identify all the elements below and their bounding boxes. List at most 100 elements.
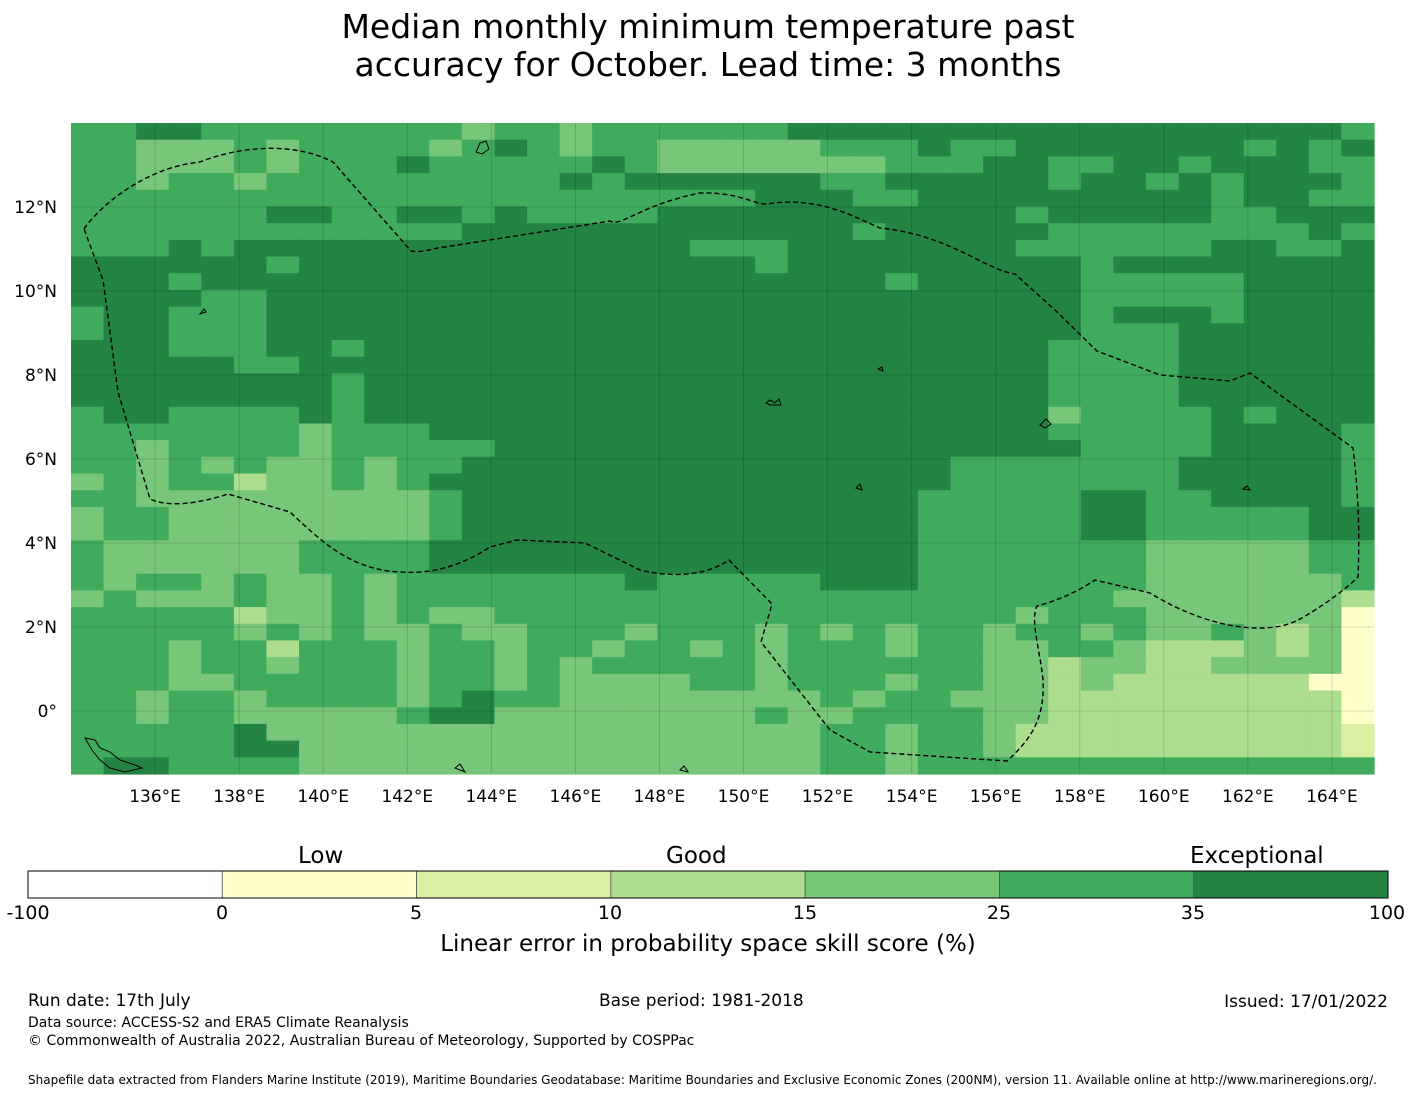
grid-cell [852, 557, 886, 575]
grid-cell [527, 640, 561, 658]
grid-cell [592, 573, 626, 591]
grid-cell [592, 456, 626, 475]
grid-cell [820, 390, 854, 408]
grid-cell [233, 189, 268, 208]
grid-cell [787, 156, 821, 174]
skill-score-grid [71, 123, 1375, 775]
grid-cell [1080, 256, 1115, 274]
grid-cell [1178, 573, 1212, 591]
grid-cell [1341, 573, 1375, 591]
grid-cell [429, 607, 463, 625]
grid-cell [559, 256, 593, 274]
grid-cell [983, 189, 1017, 208]
grid-cell [1015, 490, 1049, 508]
grid-cell [1178, 490, 1212, 508]
grid-cell [71, 189, 105, 208]
grid-cell [917, 523, 952, 541]
grid-cell [233, 573, 268, 591]
grid-cell [917, 673, 952, 692]
grid-cell [527, 423, 561, 441]
grid-cell [559, 156, 593, 174]
grid-cell [233, 440, 268, 458]
grid-cell [71, 423, 105, 441]
grid-cell [71, 757, 105, 775]
grid-cell [657, 356, 691, 374]
grid-cell [657, 206, 691, 224]
grid-cell [657, 723, 691, 742]
grid-cell [852, 356, 886, 374]
grid-cell [1308, 473, 1343, 491]
grid-cell [1113, 356, 1147, 374]
grid-cell [885, 239, 919, 258]
grid-cell [1308, 356, 1343, 374]
grid-cell [1243, 306, 1277, 324]
grid-cell [885, 139, 919, 157]
grid-cell [429, 123, 463, 141]
grid-cell [624, 173, 658, 191]
grid-cell [494, 590, 528, 608]
grid-cell [950, 256, 984, 274]
grid-cell [1243, 607, 1277, 625]
grid-cell [885, 690, 919, 708]
grid-cell [136, 690, 170, 708]
grid-cell [233, 707, 268, 725]
grid-cell [461, 623, 496, 642]
grid-cell [559, 740, 593, 758]
grid-cell [755, 206, 789, 224]
latitude-label: 6°N [25, 450, 57, 470]
grid-cell [266, 306, 300, 324]
grid-cell [983, 657, 1017, 675]
grid-cell [1145, 473, 1180, 491]
grid-cell [364, 590, 398, 608]
grid-cell [689, 390, 724, 408]
grid-cell [364, 506, 398, 525]
grid-cell [787, 139, 821, 157]
grid-cell [983, 139, 1017, 157]
grid-cell [233, 406, 268, 425]
grid-cell [1048, 473, 1082, 491]
grid-cell [820, 523, 854, 541]
colorbar-segment [27, 870, 223, 899]
grid-cell [396, 557, 430, 575]
grid-cell [1211, 356, 1245, 374]
grid-cell [136, 156, 170, 174]
grid-cell [885, 456, 919, 475]
grid-cell [1211, 640, 1245, 658]
grid-cell [136, 173, 170, 191]
grid-cell [722, 723, 756, 742]
grid-cell [1243, 239, 1277, 258]
grid-cell [885, 707, 919, 725]
grid-cell [103, 473, 137, 491]
grid-cell [624, 239, 658, 258]
grid-cell [136, 607, 170, 625]
grid-cell [624, 540, 658, 558]
grid-cell [657, 557, 691, 575]
grid-cell [1015, 273, 1049, 291]
grid-cell [820, 289, 854, 308]
grid-cell [1276, 390, 1310, 408]
grid-cell [689, 573, 724, 591]
grid-cell [559, 223, 593, 241]
grid-cell [1113, 623, 1147, 642]
grid-cell [494, 189, 528, 208]
grid-cell [755, 506, 789, 525]
grid-cell [689, 673, 724, 692]
grid-cell [1211, 123, 1245, 141]
grid-cell [559, 640, 593, 658]
grid-cell [755, 673, 789, 692]
grid-cell [71, 440, 105, 458]
grid-cell [299, 473, 333, 491]
grid-cell [1178, 189, 1212, 208]
grid-cell [461, 440, 496, 458]
grid-cell [1243, 657, 1277, 675]
grid-cell [494, 673, 528, 692]
grid-cell [1341, 373, 1375, 391]
grid-cell [1308, 707, 1343, 725]
latitude-label: 10°N [14, 282, 57, 302]
grid-cell [103, 540, 137, 558]
grid-cell [559, 173, 593, 191]
grid-cell [1178, 173, 1212, 191]
grid-cell [331, 173, 365, 191]
grid-cell [1145, 757, 1180, 775]
grid-cell [1178, 323, 1212, 341]
